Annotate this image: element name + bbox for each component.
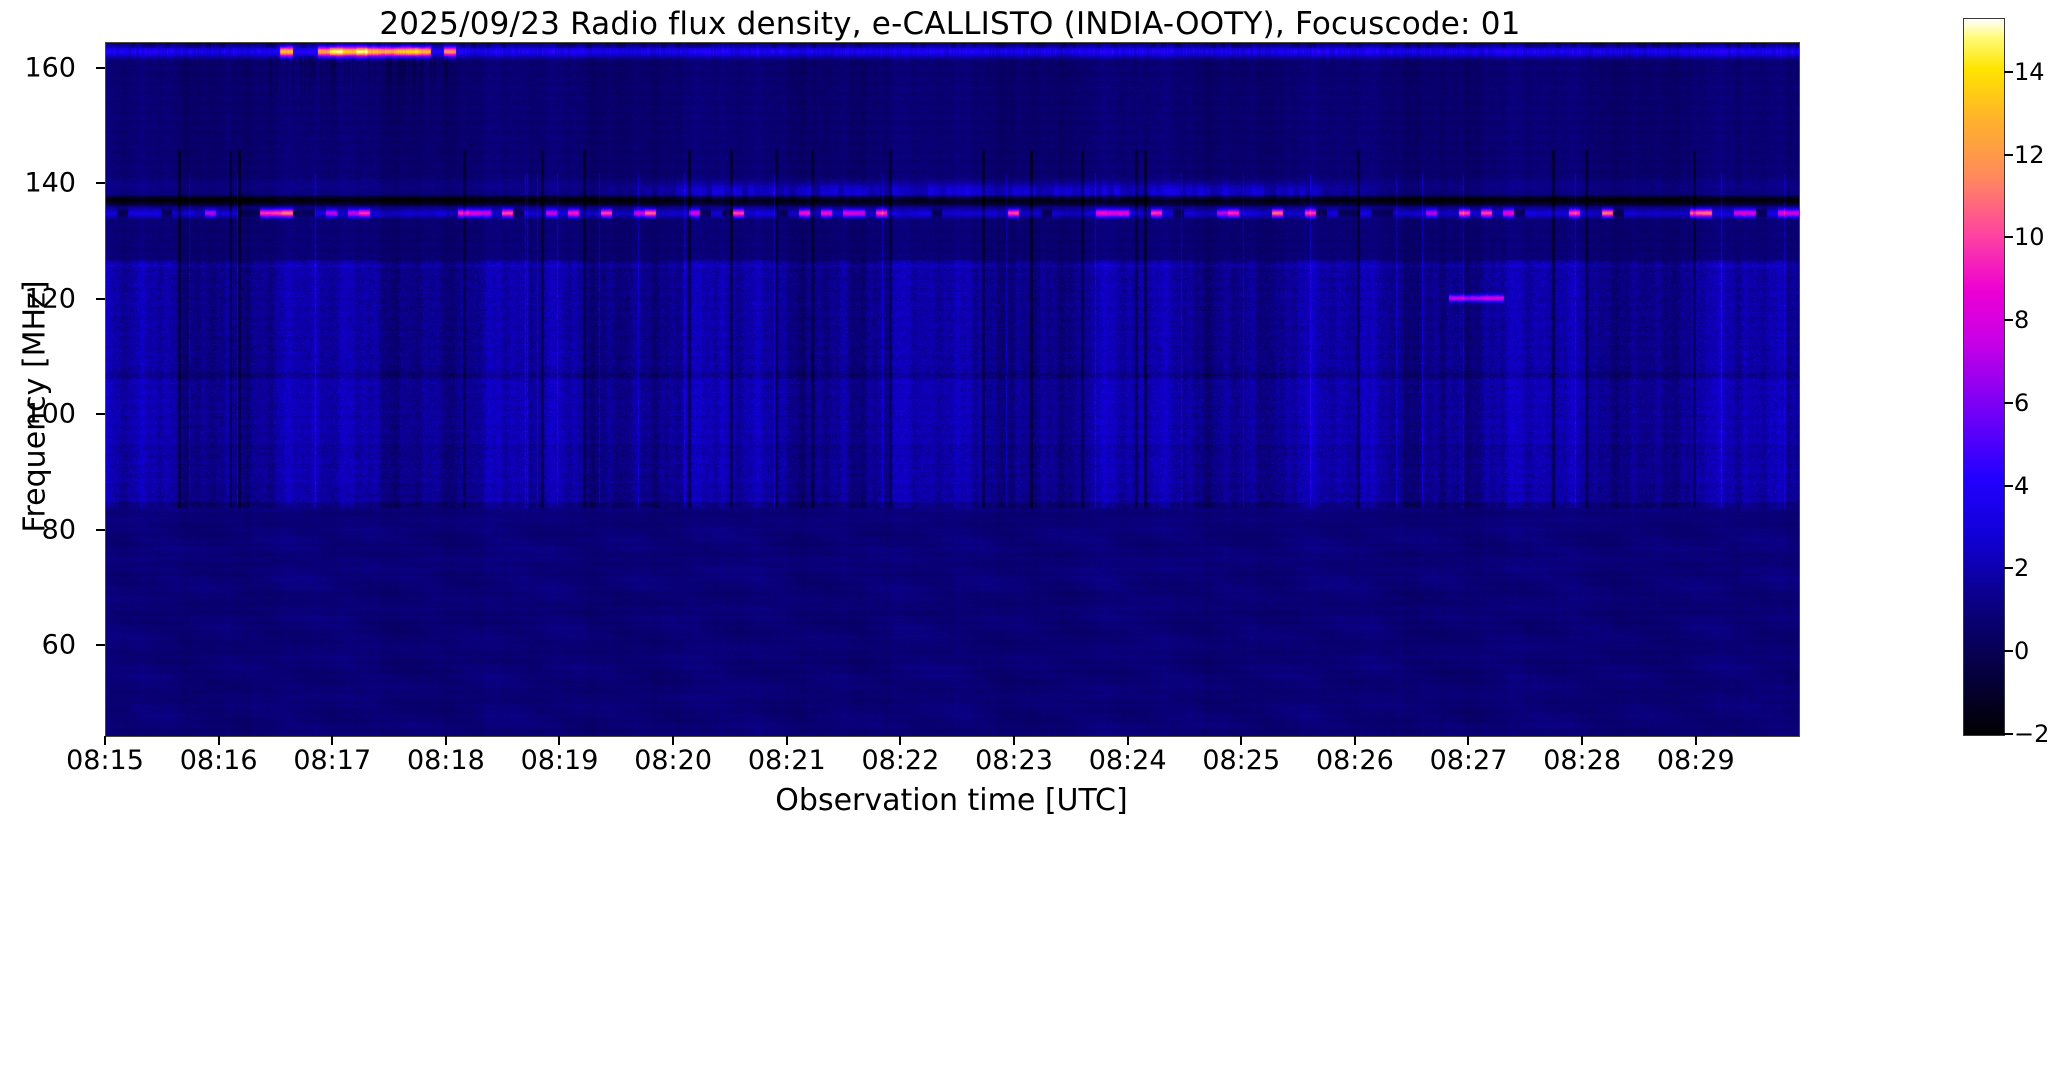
- colorbar-tick-mark: [2004, 319, 2013, 322]
- y-tick-mark: [96, 528, 105, 531]
- colorbar-tick-mark: [2004, 70, 2013, 73]
- y-tick-label: 120: [24, 283, 76, 315]
- colorbar-tick-mark: [2004, 236, 2013, 239]
- colorbar[interactable]: [1963, 18, 2005, 736]
- plot-area[interactable]: [105, 42, 1800, 737]
- x-tick-label: 08:23: [975, 745, 1053, 776]
- colorbar-tick-label: 8: [2014, 306, 2030, 335]
- x-tick-label: 08:26: [1315, 745, 1394, 776]
- colorbar-tick-label: 2: [2014, 554, 2030, 583]
- x-tick-mark: [1126, 736, 1129, 745]
- colorbar-tick-label: 6: [2014, 388, 2030, 417]
- y-tick-mark: [96, 66, 105, 69]
- x-tick-label: 08:18: [406, 745, 485, 776]
- y-tick-label: 140: [24, 167, 76, 199]
- y-tick-label: 60: [41, 629, 76, 661]
- colorbar-tick-mark: [2004, 153, 2013, 156]
- x-tick-label: 08:20: [634, 745, 713, 776]
- x-tick-mark: [104, 736, 106, 745]
- y-tick-mark: [96, 413, 105, 416]
- y-tick-label: 160: [24, 52, 76, 84]
- x-tick-label: 08:22: [861, 745, 940, 776]
- y-tick-label: 100: [24, 398, 76, 430]
- x-tick-label: 08:27: [1429, 745, 1508, 776]
- x-tick-mark: [899, 736, 902, 745]
- y-tick-mark: [96, 297, 105, 300]
- x-tick-mark: [331, 736, 334, 745]
- x-tick-mark: [1467, 736, 1470, 745]
- x-tick-label: 08:19: [520, 745, 599, 776]
- x-tick-label: 08:16: [179, 745, 258, 776]
- figure-title: 2025/09/23 Radio flux density, e-CALLIST…: [379, 6, 1521, 42]
- x-tick-label: 08:21: [747, 745, 826, 776]
- x-tick-label: 08:25: [1202, 745, 1281, 776]
- x-tick-mark: [444, 736, 447, 745]
- x-tick-label: 08:28: [1543, 745, 1622, 776]
- colorbar-tick-mark: [2004, 484, 2013, 487]
- colorbar-gradient: [1964, 19, 2004, 735]
- x-tick-label: 08:15: [66, 745, 144, 776]
- x-tick-mark: [1012, 736, 1015, 745]
- y-tick-label: 80: [41, 514, 76, 546]
- x-tick-mark: [1353, 736, 1356, 745]
- colorbar-tick-mark: [2004, 567, 2013, 570]
- colorbar-tick-mark: [2004, 733, 2013, 735]
- y-tick-mark: [96, 182, 105, 185]
- spectrogram-canvas: [106, 43, 1799, 736]
- y-tick-mark: [96, 644, 105, 647]
- x-tick-mark: [785, 736, 788, 745]
- x-tick-label: 08:29: [1656, 745, 1735, 776]
- x-tick-mark: [558, 736, 561, 745]
- colorbar-tick-label: 0: [2014, 637, 2030, 666]
- x-tick-label: 08:17: [293, 745, 372, 776]
- colorbar-tick-mark: [2004, 650, 2013, 653]
- colorbar-tick-label: 12: [2014, 140, 2045, 169]
- spectrogram-image: [106, 43, 1799, 736]
- x-tick-mark: [672, 736, 675, 745]
- x-tick-mark: [1581, 736, 1584, 745]
- colorbar-tick-label: 14: [2014, 57, 2045, 86]
- x-axis-label: Observation time [UTC]: [775, 783, 1128, 818]
- colorbar-tick-label: −2: [2014, 720, 2050, 748]
- x-tick-mark: [1694, 736, 1697, 745]
- x-tick-label: 08:24: [1088, 745, 1167, 776]
- colorbar-tick-label: 4: [2014, 471, 2030, 500]
- x-tick-mark: [217, 736, 220, 745]
- colorbar-tick-label: 10: [2014, 223, 2045, 252]
- colorbar-tick-mark: [2004, 401, 2013, 404]
- x-tick-mark: [1240, 736, 1243, 745]
